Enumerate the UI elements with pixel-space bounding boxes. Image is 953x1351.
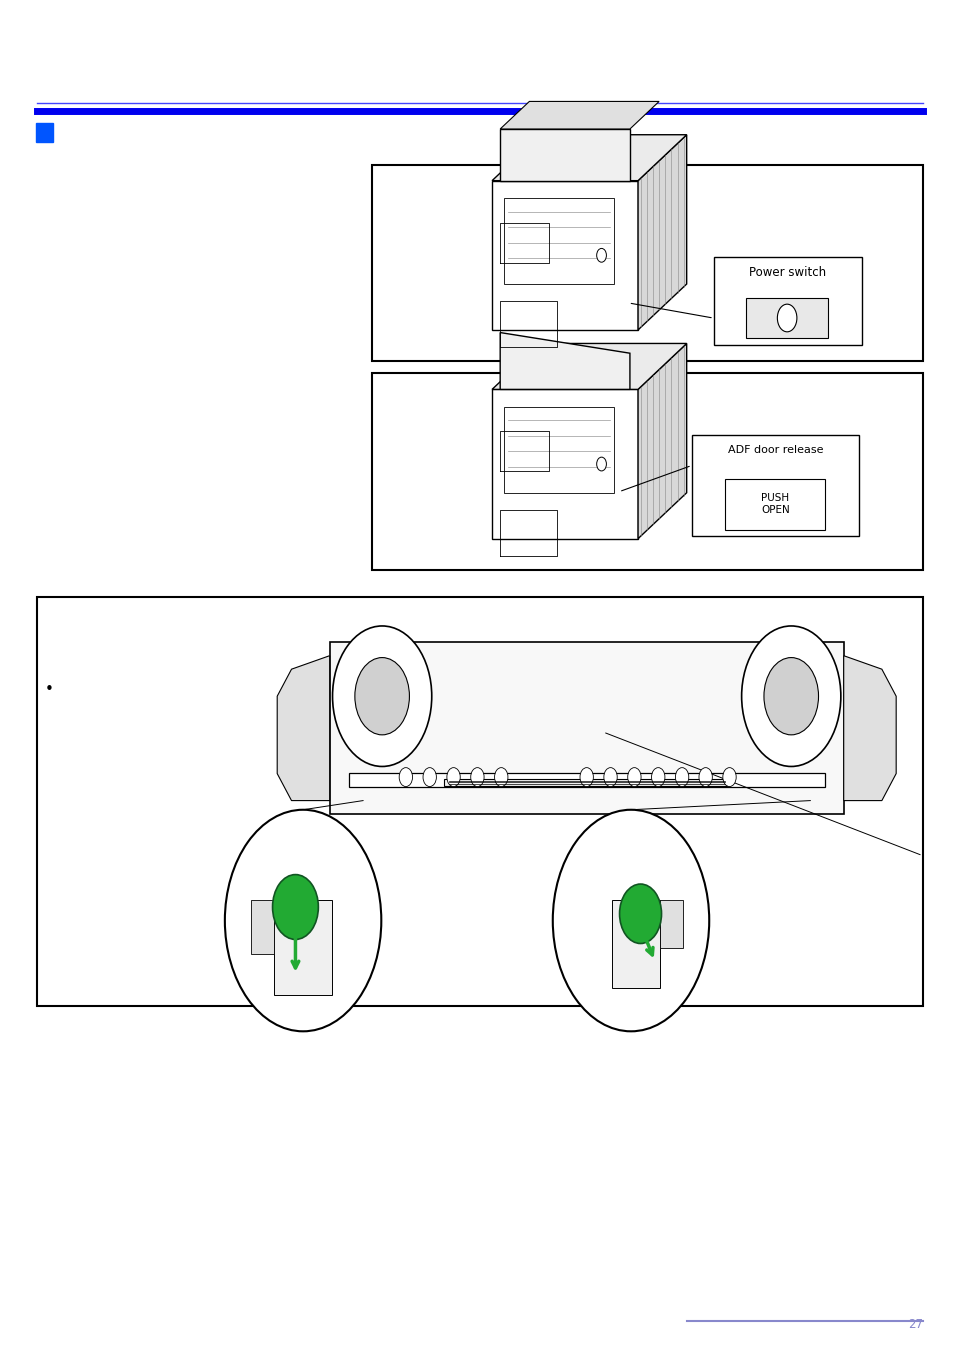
Polygon shape bbox=[492, 135, 686, 181]
Polygon shape bbox=[492, 389, 638, 539]
FancyBboxPatch shape bbox=[611, 900, 659, 988]
Circle shape bbox=[777, 304, 796, 332]
Polygon shape bbox=[638, 135, 686, 330]
Circle shape bbox=[618, 884, 660, 943]
Circle shape bbox=[333, 626, 432, 766]
Circle shape bbox=[627, 767, 640, 786]
Polygon shape bbox=[492, 181, 638, 330]
FancyBboxPatch shape bbox=[745, 299, 827, 338]
FancyBboxPatch shape bbox=[37, 597, 923, 1006]
FancyBboxPatch shape bbox=[349, 773, 823, 788]
Circle shape bbox=[740, 626, 840, 766]
FancyBboxPatch shape bbox=[330, 642, 842, 815]
Circle shape bbox=[596, 457, 606, 471]
Circle shape bbox=[579, 767, 593, 786]
Text: Power switch: Power switch bbox=[748, 266, 825, 280]
FancyBboxPatch shape bbox=[372, 165, 923, 361]
FancyBboxPatch shape bbox=[36, 123, 53, 142]
FancyBboxPatch shape bbox=[372, 373, 923, 570]
Circle shape bbox=[651, 767, 664, 786]
Circle shape bbox=[722, 767, 736, 786]
Circle shape bbox=[273, 874, 318, 939]
Polygon shape bbox=[638, 343, 686, 539]
Polygon shape bbox=[499, 101, 659, 128]
Polygon shape bbox=[842, 655, 895, 801]
FancyBboxPatch shape bbox=[713, 257, 861, 345]
Text: •: • bbox=[45, 681, 54, 697]
FancyBboxPatch shape bbox=[724, 480, 824, 530]
Circle shape bbox=[699, 767, 712, 786]
Polygon shape bbox=[499, 128, 629, 181]
Polygon shape bbox=[492, 343, 686, 389]
Circle shape bbox=[398, 767, 412, 786]
Circle shape bbox=[603, 767, 617, 786]
FancyBboxPatch shape bbox=[443, 780, 729, 786]
FancyBboxPatch shape bbox=[691, 435, 858, 536]
Polygon shape bbox=[499, 332, 629, 389]
Polygon shape bbox=[504, 407, 613, 493]
FancyBboxPatch shape bbox=[251, 900, 274, 954]
Circle shape bbox=[763, 658, 818, 735]
Circle shape bbox=[675, 767, 688, 786]
Text: 27: 27 bbox=[907, 1317, 923, 1331]
Circle shape bbox=[225, 809, 381, 1031]
Circle shape bbox=[422, 767, 436, 786]
Polygon shape bbox=[504, 197, 613, 284]
Text: ADF door release: ADF door release bbox=[727, 446, 822, 455]
Polygon shape bbox=[277, 655, 330, 801]
Circle shape bbox=[470, 767, 483, 786]
FancyBboxPatch shape bbox=[274, 900, 332, 994]
Circle shape bbox=[596, 249, 606, 262]
Text: PUSH
OPEN: PUSH OPEN bbox=[760, 493, 789, 516]
Circle shape bbox=[355, 658, 409, 735]
Circle shape bbox=[552, 809, 708, 1031]
Circle shape bbox=[494, 767, 507, 786]
FancyBboxPatch shape bbox=[659, 900, 682, 947]
Circle shape bbox=[446, 767, 459, 786]
